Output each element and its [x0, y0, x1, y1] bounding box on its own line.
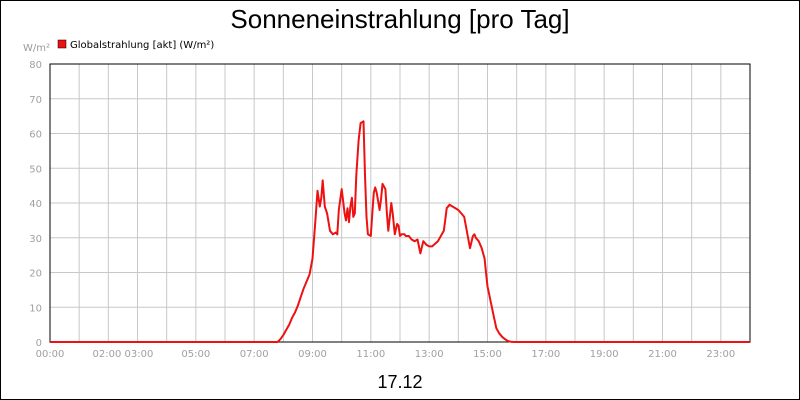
- y-tick-label: 40: [29, 199, 42, 210]
- x-tick-label: 00:00: [36, 349, 65, 360]
- x-tick-label: 02:00 03:00: [93, 349, 154, 360]
- legend-label: Globalstrahlung [akt] (W/m²): [70, 40, 214, 51]
- y-tick-label: 10: [29, 303, 42, 314]
- x-tick-label: 11:00: [356, 349, 385, 360]
- y-tick-label: 20: [29, 269, 42, 280]
- x-tick-label: 23:00: [706, 349, 735, 360]
- legend-swatch: [57, 39, 67, 49]
- x-tick-label: 09:00: [298, 349, 327, 360]
- x-axis-date-label: 17.12: [377, 372, 422, 392]
- x-tick-label: 13:00: [415, 349, 444, 360]
- x-tick-label: 05:00: [181, 349, 210, 360]
- x-ticks: 00:00 02:00 03:00 05:00 07:00 09:00 11:00 13:0…: [36, 349, 736, 360]
- grid: [49, 64, 751, 342]
- series-line-globalstrahlung: [50, 120, 750, 343]
- y-tick-label: 70: [29, 95, 42, 106]
- x-tick-label: 19:00: [590, 349, 619, 360]
- x-tick-label: 15:00: [473, 349, 502, 360]
- chart-title: Sonneneinstrahlung [pro Tag]: [230, 4, 569, 34]
- x-tick-label: 21:00: [648, 349, 677, 360]
- y-unit-label: W/m²: [23, 43, 50, 54]
- y-tick-label: 30: [29, 234, 42, 245]
- y-tick-label: 50: [29, 164, 42, 175]
- x-tick-label: 07:00: [240, 349, 269, 360]
- plot-area: [49, 63, 751, 343]
- y-ticks: 0 10 20 30 40 50 60 70 80: [29, 60, 42, 349]
- y-tick-label: 80: [29, 60, 42, 71]
- x-tick-label: 17:00: [531, 349, 560, 360]
- y-tick-label: 60: [29, 130, 42, 141]
- y-tick-label: 0: [36, 338, 42, 349]
